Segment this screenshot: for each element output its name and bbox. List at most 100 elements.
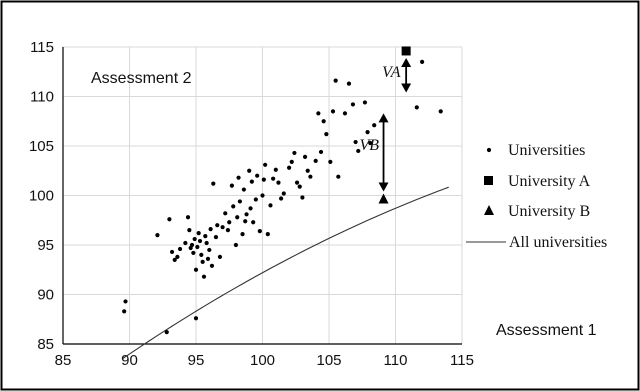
university-point (414, 105, 419, 110)
university-point (263, 162, 268, 167)
university-point (240, 232, 245, 237)
va-arrow-head-down (401, 83, 412, 93)
university-point (215, 223, 220, 228)
university-point (253, 197, 258, 202)
university-point (197, 238, 203, 244)
university-point (204, 240, 209, 246)
university-point (225, 228, 231, 233)
university-point (328, 159, 333, 164)
university-point (365, 130, 370, 135)
x-tick-label: 100 (250, 352, 275, 369)
x-tick-label: 95 (188, 352, 205, 369)
university-point (187, 228, 192, 233)
university-point (191, 250, 196, 256)
university-point (193, 267, 199, 272)
legend: Universities University A University B All … (466, 142, 607, 251)
university-point (167, 217, 172, 222)
y-tick-label: 105 (29, 138, 54, 155)
university-point (183, 240, 188, 246)
university-point (203, 233, 208, 239)
university-point (217, 254, 223, 259)
university-point (208, 227, 213, 232)
assessment-1-label: Assessment 1 (496, 322, 597, 339)
university-point (211, 181, 216, 186)
va-label: VA (382, 64, 401, 81)
university-point (243, 219, 248, 224)
university-point (292, 150, 297, 156)
university-point (372, 123, 377, 128)
university-point (123, 299, 128, 304)
university-b-marker (378, 193, 389, 204)
university-point (196, 231, 201, 236)
university-point (164, 330, 169, 335)
vb-arrow-head-up (378, 113, 389, 123)
university-point (233, 242, 238, 248)
x-tick-label: 105 (316, 352, 341, 369)
legend-label: University B (508, 203, 590, 220)
university-point (324, 132, 329, 137)
x-tick-label: 115 (450, 352, 474, 369)
university-point (321, 119, 326, 124)
vb-arrow-head-down (378, 182, 389, 192)
y-tick-label: 95 (37, 237, 54, 254)
university-point (330, 109, 336, 114)
university-point (192, 236, 197, 242)
university-point (229, 183, 235, 188)
y-tick-label: 85 (37, 336, 54, 353)
university-point (122, 309, 127, 314)
university-point (438, 109, 443, 114)
university-point (237, 199, 242, 204)
university-point (177, 246, 183, 252)
university-point (350, 102, 356, 107)
university-point (265, 232, 270, 237)
y-tick-label: 100 (29, 188, 54, 205)
university-point (368, 140, 373, 146)
university-point (316, 111, 321, 116)
vb-label: VB (360, 137, 380, 154)
university-point (318, 149, 324, 155)
x-tick-label: 85 (55, 352, 72, 369)
university-point (420, 59, 425, 64)
assessment-2-label: Assessment 2 (91, 70, 192, 87)
university-point (342, 111, 348, 116)
university-point (308, 174, 313, 179)
legend-triangle-marker (484, 205, 494, 215)
x-tick-label: 110 (384, 352, 408, 369)
university-point (220, 225, 225, 230)
legend-label: Universities (508, 142, 585, 159)
university-point (313, 158, 318, 163)
university-point (199, 252, 204, 257)
fit-curve (122, 186, 449, 359)
university-point (257, 229, 262, 234)
university-point (289, 159, 294, 164)
university-point (268, 203, 273, 208)
university-point (287, 165, 292, 170)
university-point (248, 206, 253, 211)
y-tick-label: 115 (30, 39, 54, 56)
university-point (231, 204, 236, 209)
university-point (255, 173, 260, 178)
university-point (201, 274, 207, 279)
university-point (223, 211, 228, 216)
university-point (346, 81, 352, 86)
university-point (227, 220, 232, 225)
university-point (336, 174, 341, 179)
university-point (353, 139, 358, 145)
legend-square-marker (484, 176, 493, 185)
university-point (333, 78, 338, 83)
university-point (271, 176, 276, 181)
university-point (205, 256, 211, 261)
axis-layer (62, 47, 462, 345)
university-point (305, 168, 310, 173)
annotation-layer: VA VB (360, 57, 412, 192)
university-point (297, 184, 302, 189)
university-point (236, 175, 241, 180)
legend-dot-marker (486, 147, 492, 153)
university-point (213, 234, 219, 240)
y-tick-label: 90 (37, 287, 54, 304)
university-a-marker (401, 46, 411, 56)
university-point (209, 263, 215, 268)
